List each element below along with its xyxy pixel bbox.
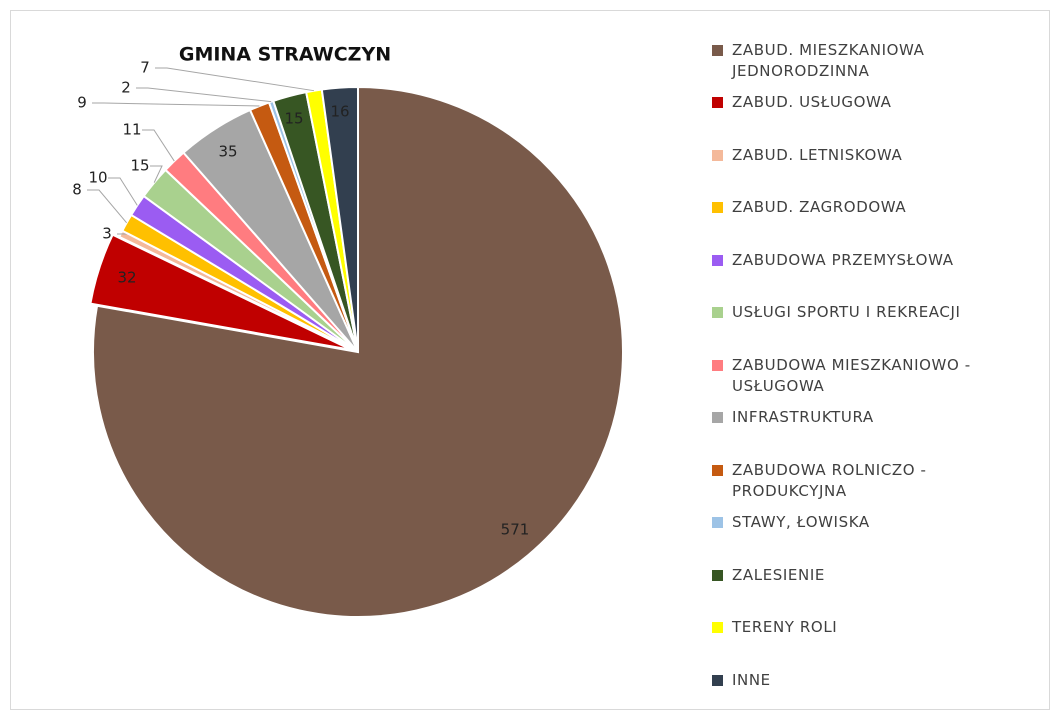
- legend-swatch: [712, 412, 723, 423]
- leader-line: [108, 177, 138, 206]
- chart-frame: [10, 10, 1050, 710]
- data-label: 16: [330, 103, 349, 121]
- legend-item: ZABUD. ZAGRODOWA: [712, 197, 1022, 218]
- legend-item: ZABUDOWA PRZEMYSŁOWA: [712, 250, 1022, 271]
- data-label: 35: [218, 143, 237, 161]
- data-label: 10: [88, 169, 107, 187]
- legend-label: ZABUDOWA ROLNICZO - PRODUKCYJNA: [732, 461, 927, 500]
- data-label: 571: [501, 521, 530, 539]
- leader-line: [87, 189, 128, 224]
- legend-item: ZALESIENIE: [712, 565, 1022, 586]
- data-label: 2: [121, 79, 131, 97]
- leader-line: [92, 102, 260, 107]
- legend-label: ZABUD. LETNISKOWA: [732, 146, 903, 164]
- legend-item: INNE: [712, 670, 1022, 691]
- legend-item: ZABUD. MIESZKANIOWA JEDNORODZINNA: [712, 40, 1022, 82]
- pie-slice: [320, 85, 359, 353]
- legend-swatch: [712, 517, 723, 528]
- data-label: 11: [122, 121, 141, 139]
- legend-item: ZABUDOWA MIESZKANIOWO - USŁUGOWA: [712, 355, 1022, 397]
- legend-swatch: [712, 570, 723, 581]
- data-label: 15: [130, 157, 149, 175]
- legend-label: ZABUD. USŁUGOWA: [732, 93, 892, 111]
- legend-label: ZABUDOWA MIESZKANIOWO - USŁUGOWA: [732, 356, 971, 395]
- legend-swatch: [712, 202, 723, 213]
- legend-item: USŁUGI SPORTU I REKREACJI: [712, 302, 1022, 323]
- legend-label: ZABUD. ZAGRODOWA: [732, 198, 907, 216]
- leader-line: [155, 67, 315, 92]
- legend-swatch: [712, 622, 723, 633]
- data-label: 8: [72, 181, 82, 199]
- legend-swatch: [712, 150, 723, 161]
- legend-swatch: [712, 255, 723, 266]
- legend-swatch: [712, 307, 723, 318]
- data-label: 32: [117, 269, 136, 287]
- legend-swatch: [712, 675, 723, 686]
- data-label: 9: [77, 94, 87, 112]
- leader-line: [142, 129, 175, 162]
- pie-slice: [89, 233, 352, 351]
- legend-label: INFRASTRUKTURA: [732, 408, 874, 426]
- legend-item: ZABUD. USŁUGOWA: [712, 92, 1022, 113]
- legend-item: STAWY, ŁOWISKA: [712, 512, 1022, 533]
- legend-label: INNE: [732, 671, 771, 689]
- legend-item: INFRASTRUKTURA: [712, 407, 1022, 428]
- legend-label: ZALESIENIE: [732, 566, 825, 584]
- legend-swatch: [712, 360, 723, 371]
- leader-line: [136, 87, 272, 103]
- data-label: 3: [102, 225, 112, 243]
- leader-line: [150, 165, 163, 183]
- legend-label: STAWY, ŁOWISKA: [732, 513, 870, 531]
- legend-item: ZABUD. LETNISKOWA: [712, 145, 1022, 166]
- legend-label: USŁUGI SPORTU I REKREACJI: [732, 303, 961, 321]
- legend-swatch: [712, 97, 723, 108]
- legend-item: ZABUDOWA ROLNICZO - PRODUKCYJNA: [712, 460, 1022, 502]
- legend-label: ZABUD. MIESZKANIOWA JEDNORODZINNA: [732, 41, 925, 80]
- chart-title: GMINA STRAWCZYN: [179, 44, 391, 66]
- legend-item: TERENY ROLI: [712, 617, 1022, 638]
- data-label: 7: [140, 59, 150, 77]
- legend-label: ZABUDOWA PRZEMYSŁOWA: [732, 251, 954, 269]
- legend-swatch: [712, 45, 723, 56]
- data-label: 15: [284, 110, 303, 128]
- legend-label: TERENY ROLI: [732, 618, 838, 636]
- legend-swatch: [712, 465, 723, 476]
